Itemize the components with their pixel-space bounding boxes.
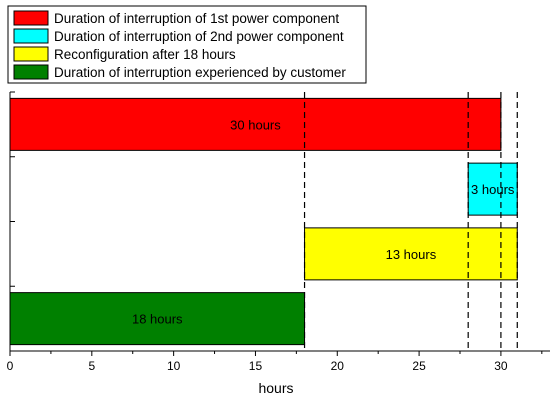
x-tick-label-6: 25 xyxy=(412,359,426,373)
legend-label-2: Duration of interruption of 2nd power co… xyxy=(54,29,344,44)
bar-1 xyxy=(9,97,502,151)
x-tick-label-7: 30 xyxy=(494,359,508,373)
bar-label-1: 30 hours xyxy=(230,117,281,132)
legend-label-1: Duration of interruption of 1st power co… xyxy=(54,11,339,26)
legend-swatch-4 xyxy=(13,64,49,80)
bar-label-3: 13 hours xyxy=(386,247,437,262)
x-tick-label-1: 0 xyxy=(7,359,14,373)
legend-items: Duration of interruption of 1st power co… xyxy=(13,10,346,80)
bar-label-4: 18 hours xyxy=(132,312,183,327)
bar-4 xyxy=(9,292,306,346)
bar-3 xyxy=(304,227,518,281)
x-ticks: 0 5 10 15 20 25 30 xyxy=(7,91,543,373)
bars-layer: 30 hours 3 hours 13 hours 18 hours xyxy=(9,97,518,346)
x-tick-label-2: 5 xyxy=(88,359,95,373)
legend-label-3: Reconfiguration after 18 hours xyxy=(54,47,236,62)
bar-2 xyxy=(467,162,518,216)
legend-swatch-3 xyxy=(13,46,49,62)
legend-box xyxy=(7,5,367,84)
x-tick-label-5: 20 xyxy=(331,359,345,373)
legend-swatch-1 xyxy=(13,10,49,26)
reference-lines xyxy=(303,92,518,351)
x-tick-label-3: 10 xyxy=(167,359,181,373)
legend-swatch-2 xyxy=(13,28,49,44)
legend-label-4: Duration of interruption experienced by … xyxy=(54,65,346,80)
x-axis-title: hours xyxy=(258,380,293,396)
legend: Duration of interruption of 1st power co… xyxy=(7,5,367,84)
bar-label-2: 3 hours xyxy=(471,182,515,197)
x-tick-label-4: 15 xyxy=(249,359,263,373)
